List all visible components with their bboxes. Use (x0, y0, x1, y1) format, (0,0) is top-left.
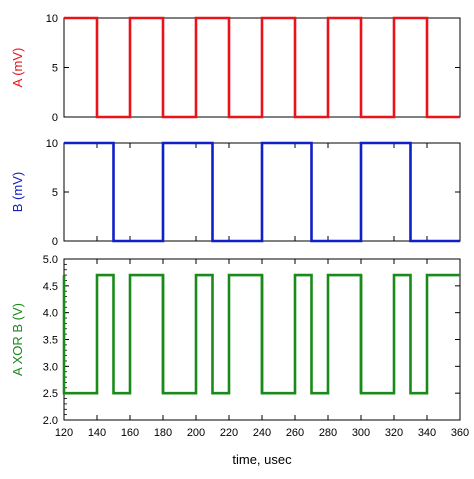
panel-xor-y-tick-label-4: 4.0 (43, 308, 58, 320)
panel-xor-y-tick-label-1: 2.5 (43, 388, 58, 400)
panel-b-y-tick-label-1: 5 (52, 187, 58, 199)
x-tick-label-10: 320 (385, 427, 403, 439)
panel-a-ylabel: A (mV) (10, 48, 25, 88)
x-tick-label-3: 180 (154, 427, 172, 439)
x-tick-label-4: 200 (187, 427, 205, 439)
x-tick-label-12: 360 (451, 427, 469, 439)
x-tick-label-9: 300 (352, 427, 370, 439)
panel-b-y-tick-label-0: 0 (52, 236, 58, 248)
panel-xor-y-tick-label-0: 2.0 (43, 415, 58, 427)
x-tick-label-0: 120 (55, 427, 73, 439)
panel-xor-ylabel: A XOR B (V) (10, 303, 25, 376)
panel-xor-y-tick-label-5: 4.5 (43, 281, 58, 293)
x-tick-label-6: 240 (253, 427, 271, 439)
panel-a-y-tick-label-0: 0 (52, 112, 58, 124)
panel-xor-y-tick-label-2: 3.0 (43, 361, 58, 373)
x-tick-label-11: 340 (418, 427, 436, 439)
x-tick-label-7: 260 (286, 427, 304, 439)
panel-xor-y-tick-label-6: 5.0 (43, 254, 58, 266)
panel-a-y-tick-label-1: 5 (52, 63, 58, 75)
x-tick-label-2: 160 (121, 427, 139, 439)
panel-xor-y-tick-label-3: 3.5 (43, 335, 58, 347)
x-tick-label-1: 140 (88, 427, 106, 439)
panel-a-series-0 (64, 16, 460, 119)
panel-b-ylabel: B (mV) (10, 172, 25, 212)
x-tick-label-8: 280 (319, 427, 337, 439)
panel-b-series-0 (64, 141, 460, 243)
panel-a-y-tick-label-2: 10 (46, 13, 58, 25)
panel-b-y-tick-label-2: 10 (46, 138, 58, 150)
x-tick-label-5: 220 (220, 427, 238, 439)
x-axis-label: time, usec (232, 452, 292, 467)
